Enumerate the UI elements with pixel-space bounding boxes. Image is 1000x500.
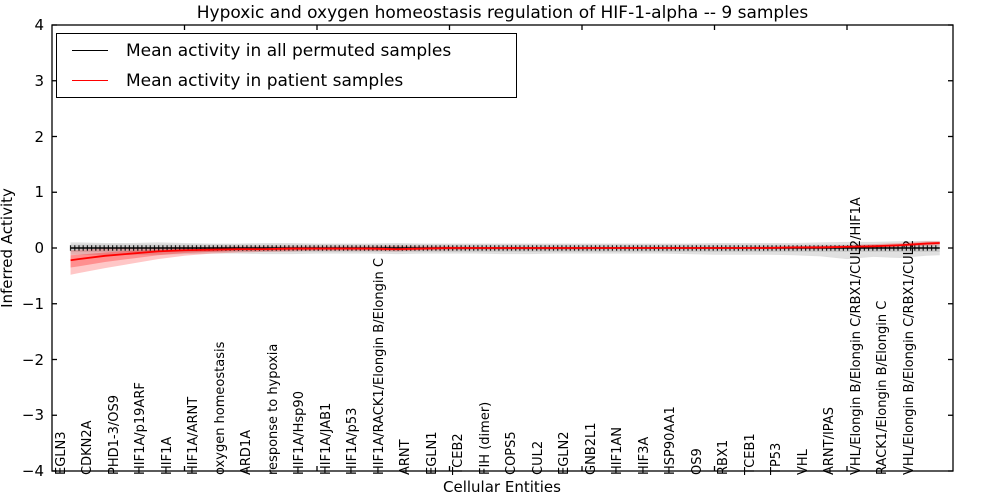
gray-band-outer bbox=[70, 240, 940, 260]
patient-mean-line bbox=[70, 242, 940, 262]
red-band-outer bbox=[70, 241, 940, 275]
